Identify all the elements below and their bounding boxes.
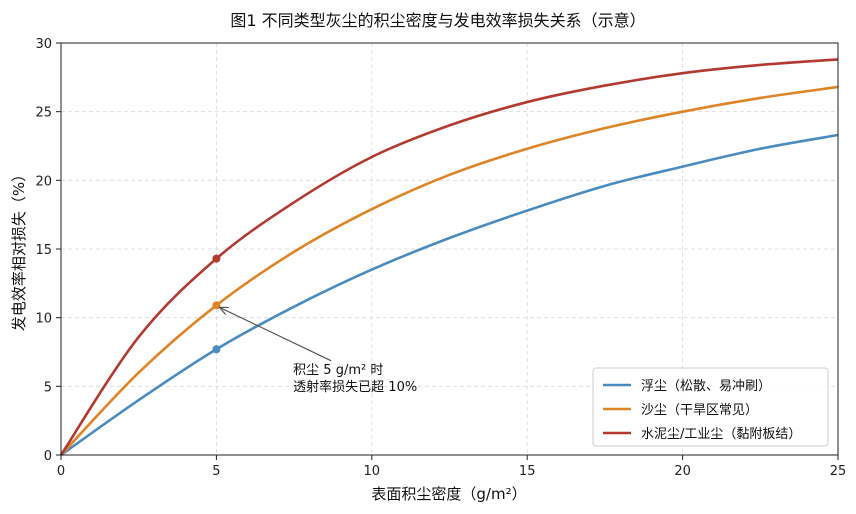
y-tick-label: 5 bbox=[44, 380, 52, 395]
x-tick-label: 10 bbox=[364, 464, 381, 479]
y-tick-label: 20 bbox=[35, 174, 52, 189]
y-tick-label: 30 bbox=[35, 37, 52, 52]
x-axis-label: 表面积尘密度（g/m²） bbox=[371, 485, 526, 503]
series-lines bbox=[59, 58, 839, 457]
legend-label-2: 水泥尘/工业尘（黏附板结） bbox=[641, 426, 801, 442]
chart-title: 图1 不同类型灰尘的积尘密度与发电效率损失关系（示意） bbox=[230, 11, 645, 30]
x-tick-label: 0 bbox=[57, 464, 65, 479]
series-marker-0 bbox=[212, 345, 221, 354]
x-axis-ticks: 0 5 10 15 20 25 bbox=[57, 455, 846, 479]
legend-box bbox=[592, 367, 829, 447]
x-tick-label: 20 bbox=[674, 464, 691, 479]
series-line-0 bbox=[60, 133, 839, 457]
y-tick-label: 10 bbox=[35, 312, 52, 327]
y-tick-label: 15 bbox=[35, 243, 52, 258]
y-tick-label: 0 bbox=[44, 449, 52, 464]
series-line-1 bbox=[60, 85, 839, 456]
legend: 浮尘（松散、易冲刷） 沙尘（干旱区常见） 水泥尘/工业尘（黏附板结） bbox=[592, 367, 829, 447]
series-line-2 bbox=[59, 58, 839, 456]
annotation-text-line-2: 透射率损失已超 10% bbox=[293, 379, 417, 395]
y-tick-label: 25 bbox=[35, 106, 52, 121]
series-markers bbox=[212, 254, 221, 354]
legend-label-0: 浮尘（松散、易冲刷） bbox=[641, 379, 771, 394]
series-marker-1 bbox=[212, 301, 221, 310]
series-marker-2 bbox=[212, 254, 221, 263]
y-axis-ticks: 0 5 10 15 20 25 30 bbox=[35, 37, 61, 464]
legend-label-1: 沙尘（干旱区常见） bbox=[641, 403, 758, 418]
x-tick-label: 25 bbox=[830, 464, 847, 479]
x-tick-label: 15 bbox=[519, 464, 536, 479]
annotation-text-line-1: 积尘 5 g/m² 时 bbox=[293, 363, 383, 378]
y-axis-label: 发电效率相对损失（%） bbox=[10, 167, 28, 331]
annotation-arrow bbox=[219, 307, 332, 362]
annotation: 积尘 5 g/m² 时 透射率损失已超 10% bbox=[219, 307, 417, 395]
x-tick-label: 5 bbox=[212, 464, 220, 479]
